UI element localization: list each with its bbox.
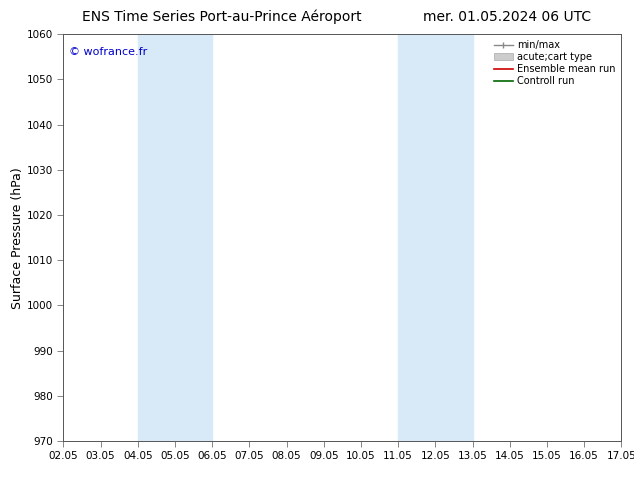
Legend: min/max, acute;cart type, Ensemble mean run, Controll run: min/max, acute;cart type, Ensemble mean … [491,37,618,89]
Text: © wofrance.fr: © wofrance.fr [69,47,147,56]
Bar [138,34,212,441]
Text: ENS Time Series Port-au-Prince Aéroport: ENS Time Series Port-au-Prince Aéroport [82,10,362,24]
Y-axis label: Surface Pressure (hPa): Surface Pressure (hPa) [11,167,24,309]
Text: mer. 01.05.2024 06 UTC: mer. 01.05.2024 06 UTC [423,10,592,24]
Bar [398,34,472,441]
